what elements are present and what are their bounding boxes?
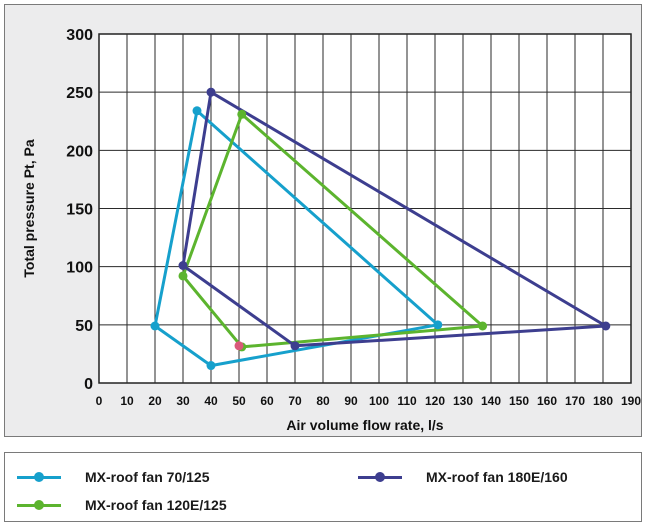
series-2-point (237, 109, 247, 119)
series-2-point (178, 271, 188, 281)
x-tick-label: 100 (369, 394, 389, 408)
legend-swatch-fan-180e-160 (358, 471, 402, 483)
legend-label: MX-roof fan 120E/125 (85, 497, 227, 513)
legend-label: MX-roof fan 70/125 (85, 469, 210, 485)
x-tick-label: 190 (621, 394, 641, 408)
x-tick-label: 60 (260, 394, 274, 408)
x-tick-label: 90 (344, 394, 358, 408)
x-tick-label: 70 (288, 394, 302, 408)
x-tick-label: 20 (148, 394, 162, 408)
y-tick-label: 200 (66, 143, 93, 160)
x-tick-label: 170 (565, 394, 585, 408)
legend: MX-roof fan 70/125 MX-roof fan 180E/160 … (4, 452, 642, 522)
y-tick-label: 100 (66, 260, 93, 277)
series-3-line (181, 90, 608, 348)
x-tick-label: 130 (453, 394, 473, 408)
series-1-point (192, 106, 202, 116)
grid (99, 34, 631, 383)
y-tick-label: 150 (66, 202, 93, 219)
y-tick-label: 250 (66, 85, 93, 102)
x-tick-label: 110 (397, 394, 417, 408)
y-tick-label: 0 (84, 376, 93, 393)
x-tick-label: 50 (232, 394, 246, 408)
chart-panel: 0 10 20 30 40 50 60 70 80 90 100 110 120 130 140 150 160… (4, 4, 642, 437)
series-layer (150, 87, 611, 371)
x-tick-label: 0 (96, 394, 103, 408)
y-tick-label: 50 (75, 318, 93, 335)
y-axis-title: Total pressure Pt, Pa (21, 139, 37, 277)
legend-swatch-fan-70-125 (17, 471, 61, 483)
chart-svg: 0 10 20 30 40 50 60 70 80 90 100 110 120 130 140 150 160… (21, 27, 641, 433)
x-axis-title: Air volume flow rate, l/s (286, 417, 443, 433)
x-tick-label: 150 (509, 394, 529, 408)
series-3-point (206, 87, 216, 97)
legend-label: MX-roof fan 180E/160 (426, 469, 568, 485)
x-tick-label: 120 (425, 394, 445, 408)
legend-item-fan-70-125: MX-roof fan 70/125 (17, 467, 209, 487)
x-tick-label: 10 (120, 394, 134, 408)
y-axis-ticks: 0 50 100 150 200 250 300 (66, 27, 93, 393)
legend-swatch-fan-120e-125 (17, 499, 61, 511)
x-axis-ticks: 0 10 20 30 40 50 60 70 80 90 100 110 120 130 140 150 160… (96, 394, 641, 408)
series-3-point (290, 341, 300, 351)
series-1-point (433, 320, 443, 330)
x-tick-label: 40 (204, 394, 218, 408)
y-tick-label: 300 (66, 27, 93, 44)
legend-item-fan-120e-125: MX-roof fan 120E/125 (17, 495, 227, 515)
series-2-point (478, 321, 488, 331)
x-tick-label: 30 (176, 394, 190, 408)
series-1-point (206, 361, 216, 371)
x-tick-label: 80 (316, 394, 330, 408)
series-3-point (178, 261, 188, 271)
x-tick-label: 180 (593, 394, 613, 408)
series-1-point (150, 321, 160, 331)
series-3-point (601, 321, 611, 331)
legend-item-fan-180e-160: MX-roof fan 180E/160 (358, 467, 568, 487)
highlight-point (234, 341, 244, 351)
x-tick-label: 140 (481, 394, 501, 408)
x-tick-label: 160 (537, 394, 557, 408)
